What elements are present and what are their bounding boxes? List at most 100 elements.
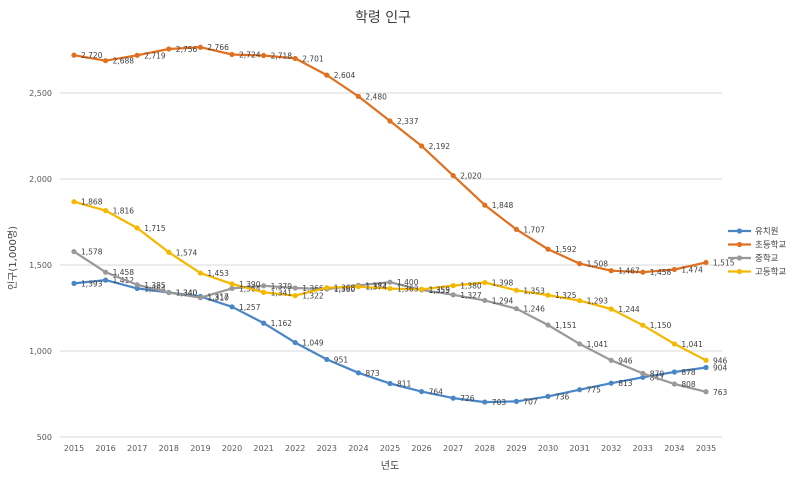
data-point: [387, 118, 393, 124]
data-label: 870: [650, 369, 665, 378]
data-label: 1,162: [271, 319, 293, 328]
data-point: [482, 399, 488, 405]
x-tick-label: 2022: [285, 444, 305, 453]
data-point: [513, 306, 520, 312]
series-4: 1,868 1,816 1,715 1,574 1,453 1,390 1,341 1,322…: [71, 198, 728, 365]
data-label: 1,322: [302, 292, 324, 301]
data-label: 1,715: [144, 224, 166, 233]
data-point: [608, 306, 614, 312]
data-point: [640, 370, 646, 376]
data-label: 2,720: [81, 51, 103, 60]
data-point: [482, 279, 488, 286]
data-label: 1,317: [207, 292, 229, 301]
data-point: [71, 199, 77, 205]
data-point: [166, 289, 172, 296]
data-label: 1,368: [334, 284, 356, 293]
data-label: 1,592: [555, 245, 577, 254]
data-label: 1,393: [81, 279, 103, 288]
data-point: [324, 356, 330, 363]
data-point: [229, 285, 235, 291]
data-label: 1,363: [397, 285, 419, 294]
data-point: [387, 279, 393, 285]
data-point: [134, 225, 140, 231]
data-label: 1,294: [492, 296, 514, 305]
legend-item: 고등학교: [728, 267, 786, 278]
legend-marker: [736, 268, 743, 275]
y-axis-label: 인구(1,000명): [7, 226, 19, 290]
data-point: [292, 55, 298, 62]
x-tick-label: 2034: [664, 444, 684, 453]
data-label: 808: [681, 380, 696, 389]
data-label: 1,374: [365, 283, 387, 292]
data-label: 2,724: [239, 50, 261, 59]
data-point: [261, 52, 267, 59]
data-label: 2,766: [207, 43, 229, 52]
data-label: 1,244: [618, 305, 640, 314]
x-tick-label: 2032: [601, 444, 621, 453]
data-point: [482, 297, 488, 304]
data-label: 1,257: [239, 303, 261, 312]
data-label: 1,327: [460, 291, 482, 300]
data-point: [450, 172, 456, 179]
data-point: [577, 261, 583, 267]
x-tick-label: 2018: [159, 444, 179, 453]
data-label: 726: [460, 394, 475, 403]
data-point: [640, 322, 646, 328]
data-point: [134, 282, 140, 288]
data-point: [482, 202, 488, 208]
data-label: 1,467: [618, 267, 640, 276]
data-point: [229, 51, 235, 58]
data-point: [703, 364, 709, 371]
data-point: [197, 270, 203, 276]
data-point: [387, 285, 393, 292]
data-point: [671, 381, 678, 387]
data-point: [261, 283, 267, 289]
data-label: 1,508: [587, 260, 609, 269]
y-tick-label: 2,000: [29, 175, 52, 184]
data-label: 1,340: [176, 289, 198, 298]
x-tick-label: 2026: [411, 444, 431, 453]
data-label: 1,390: [239, 280, 261, 289]
data-label: 1,474: [681, 265, 703, 274]
data-label: 707: [523, 397, 538, 406]
data-point: [166, 249, 172, 255]
data-label: 764: [429, 388, 444, 397]
data-label: 1,246: [523, 305, 545, 314]
data-label: 1,325: [555, 291, 577, 300]
chart-title: 학령 인구: [355, 10, 411, 26]
data-point: [292, 293, 298, 299]
x-tick-label: 2016: [95, 444, 115, 453]
legend-marker: [736, 228, 743, 234]
x-tick-label: 2015: [64, 444, 84, 453]
x-tick-labels: 2015 2016 2017 2018 2019 2020 2021 2022 2023 2024…: [64, 444, 716, 453]
data-label: 904: [713, 364, 728, 373]
data-point: [577, 387, 583, 393]
data-point: [387, 380, 393, 387]
data-point: [703, 259, 709, 266]
x-tick-label: 2029: [506, 444, 526, 453]
data-point: [103, 277, 109, 283]
data-point: [608, 380, 614, 386]
data-point: [513, 287, 520, 293]
x-tick-label: 2020: [222, 444, 242, 453]
data-label: 873: [365, 369, 380, 378]
x-tick-label: 2030: [538, 444, 558, 453]
data-point: [229, 281, 235, 287]
data-point: [103, 58, 109, 64]
data-point: [419, 143, 425, 149]
data-label: 1,041: [681, 340, 703, 349]
data-point: [71, 52, 77, 58]
data-point: [513, 398, 520, 404]
grid-lines: [60, 92, 722, 438]
data-label: 1,355: [429, 286, 451, 295]
data-label: 1,578: [81, 248, 103, 257]
data-label: 1,412: [113, 276, 135, 285]
data-point: [671, 341, 678, 347]
data-point: [450, 395, 456, 401]
data-label: 1,453: [207, 269, 229, 278]
data-point: [671, 369, 678, 375]
